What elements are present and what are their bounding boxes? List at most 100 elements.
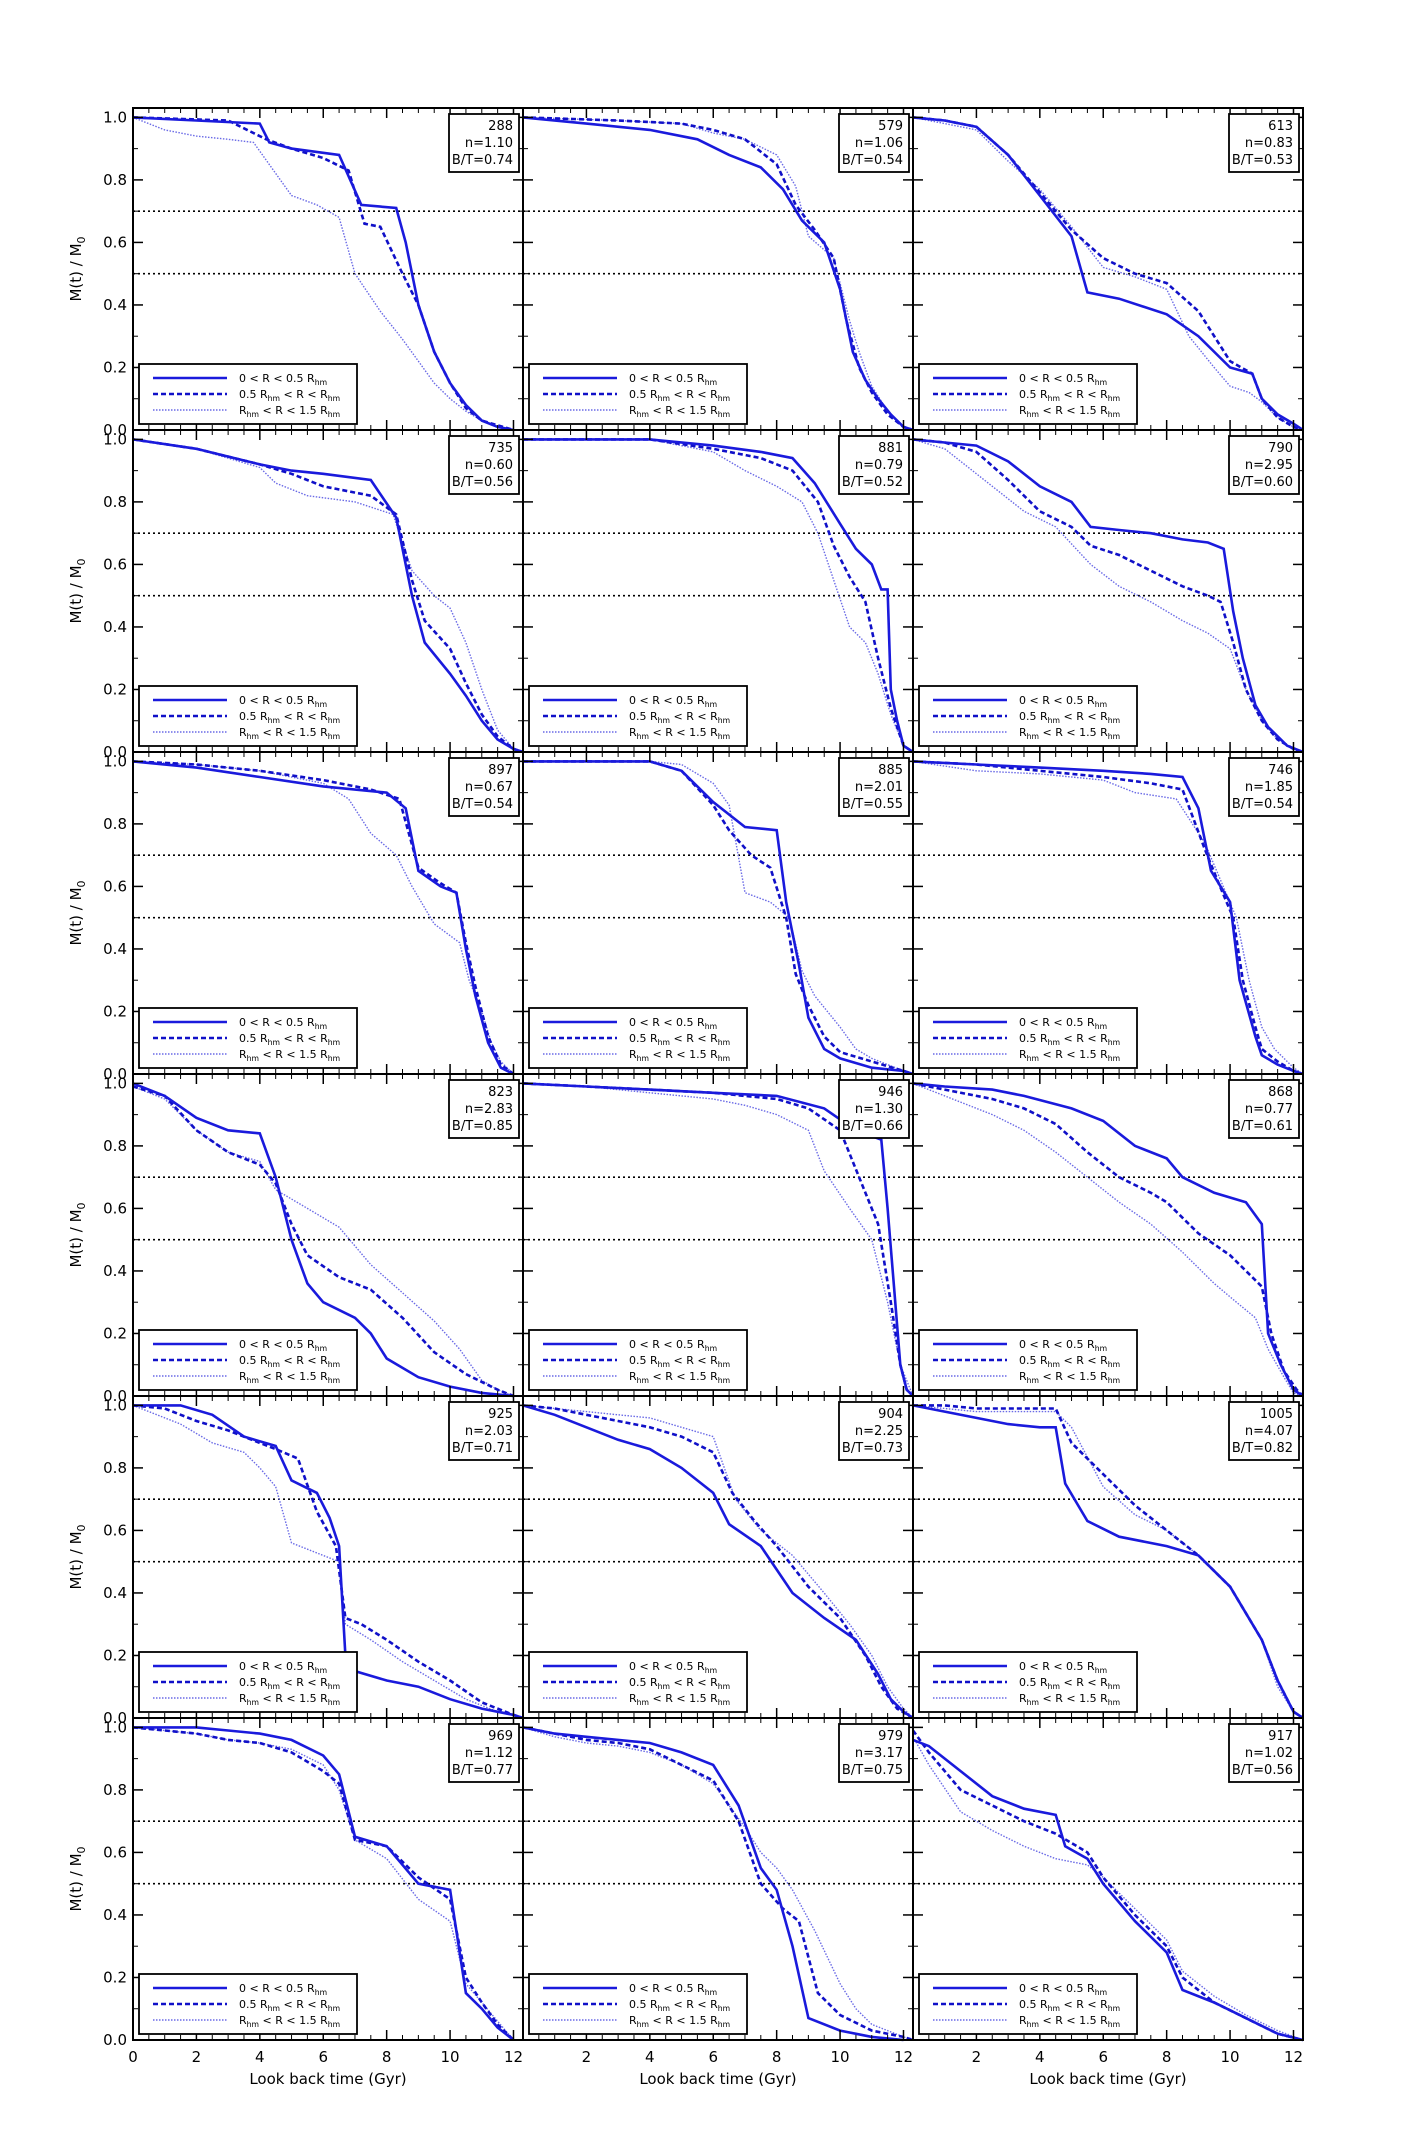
legend-label-part: hm: [1095, 378, 1107, 387]
legend-label-part: < R < R: [1060, 710, 1108, 723]
y-tick-label: 0.0: [103, 1065, 127, 1083]
legend-label-part: 0 < R < 0.5 R: [1019, 1660, 1095, 1673]
legend-label: 0.5 Rhm < R < Rhm: [1019, 1354, 1120, 1369]
legend-label-part: hm: [1108, 2020, 1120, 2029]
y-tick-label: 0.0: [103, 743, 127, 761]
legend-label-part: R: [629, 1048, 637, 1061]
legend-label-part: hm: [718, 1376, 730, 1385]
legend-label: 0 < R < 0.5 Rhm: [629, 1982, 717, 1997]
legend-label-part: hm: [268, 1038, 280, 1047]
y-tick-label: 0.6: [103, 1199, 127, 1217]
legend-label: 0 < R < 0.5 Rhm: [629, 372, 717, 387]
galaxy-id: 904: [878, 1407, 903, 1422]
sersic-index: n=1.06: [855, 136, 903, 151]
legend-label-part: 0 < R < 0.5 R: [1019, 372, 1095, 385]
labels-layer: 0.00.20.40.60.81.0M(t) / M00.00.20.40.60…: [67, 108, 1303, 2088]
bulge-to-total: B/T=0.74: [452, 153, 513, 168]
legend-label-part: 0.5 R: [1019, 1998, 1048, 2011]
legend-label-part: 0 < R < 0.5 R: [239, 1016, 315, 1029]
y-axis-label-part: M(t): [67, 1559, 85, 1590]
galaxy-id: 1005: [1260, 1407, 1293, 1422]
legend-label-part: < R < 1.5 R: [1039, 404, 1108, 417]
series-line-mid: [132, 760, 515, 1076]
legend-label: 0.5 Rhm < R < Rhm: [629, 1032, 730, 1047]
y-tick-label: 0.2: [103, 1324, 127, 1342]
panel-frame: [912, 1717, 1304, 2041]
galaxy-id: 881: [878, 441, 903, 456]
y-tick-label: 1.0: [103, 752, 127, 770]
series-line-inner: [912, 116, 1304, 432]
y-tick-label: 1.0: [103, 1718, 127, 1736]
x-tick-label: 6: [318, 2048, 328, 2066]
x-tick-label: 6: [1098, 2048, 1108, 2066]
legend-label-part: hm: [268, 716, 280, 725]
legend-label-part: < R < R: [280, 388, 328, 401]
legend-label-part: R: [239, 1370, 247, 1383]
x-tick-label: 2: [192, 2048, 202, 2066]
legend-label-part: 0 < R < 0.5 R: [1019, 1338, 1095, 1351]
y-tick-label: 0.4: [103, 1584, 127, 1602]
legend-label-part: 0.5 R: [629, 1676, 658, 1689]
bulge-to-total: B/T=0.56: [452, 475, 513, 490]
legend-label-part: hm: [315, 1988, 327, 1997]
y-axis-label: M(t) / M0: [67, 1524, 88, 1589]
info-box: [838, 113, 910, 173]
y-axis-label-part: /: [67, 900, 85, 915]
legend-label-part: 0.5 R: [1019, 388, 1048, 401]
legend-label-part: hm: [315, 1344, 327, 1353]
legend-box: [918, 1329, 1138, 1391]
legend-box: [918, 1007, 1138, 1069]
legend-label-part: < R < 1.5 R: [649, 1692, 718, 1705]
legend-label: Rhm < R < 1.5 Rhm: [1019, 1692, 1120, 1707]
legend-label-part: hm: [718, 394, 730, 403]
legend-label-part: hm: [1027, 732, 1039, 741]
legend-label: 0.5 Rhm < R < Rhm: [1019, 1998, 1120, 2013]
legend-label: 0.5 Rhm < R < Rhm: [629, 710, 730, 725]
legend-label-part: < R < 1.5 R: [1039, 1692, 1108, 1705]
legend-label-part: 0.5 R: [629, 710, 658, 723]
legend-label: 0 < R < 0.5 Rhm: [629, 694, 717, 709]
legend-box: [528, 685, 748, 747]
series-line-inner: [912, 760, 1304, 1076]
y-axis-label-part: 0: [75, 1846, 88, 1853]
legend-label-part: 0.5 R: [239, 388, 268, 401]
legend-label: Rhm < R < 1.5 Rhm: [239, 1048, 340, 1063]
y-axis-label-part: /: [67, 1866, 85, 1881]
legend-label-part: hm: [1108, 1054, 1120, 1063]
legend-label-part: hm: [718, 1698, 730, 1707]
legend-box: [918, 1651, 1138, 1713]
legend-label: 0 < R < 0.5 Rhm: [239, 1016, 327, 1031]
legend-box: [918, 363, 1138, 425]
legend-label-part: hm: [1048, 716, 1060, 725]
legend-label-part: < R < R: [670, 710, 718, 723]
y-axis-label-part: M: [67, 1531, 85, 1544]
y-tick-label: 0.4: [103, 296, 127, 314]
legend-label-part: R: [239, 1692, 247, 1705]
legend-label: 0 < R < 0.5 Rhm: [239, 1982, 327, 1997]
legend-label: Rhm < R < 1.5 Rhm: [239, 1370, 340, 1385]
series-line-outer: [912, 1082, 1304, 1397]
y-tick-label: 0.8: [103, 493, 127, 511]
legend-label-part: hm: [268, 2004, 280, 2013]
legend-label-part: hm: [658, 1682, 670, 1691]
legend-label-part: 0 < R < 0.5 R: [629, 1016, 705, 1029]
y-axis-label-part: M(t): [67, 915, 85, 946]
legend-label-part: hm: [328, 732, 340, 741]
legend-label-part: 0.5 R: [239, 1354, 268, 1367]
legend-label-part: hm: [315, 1022, 327, 1031]
y-tick-label: 0.8: [103, 1781, 127, 1799]
legend-box: [138, 1329, 358, 1391]
legend-label-part: hm: [705, 1666, 717, 1675]
legend-label-part: hm: [328, 410, 340, 419]
y-tick-label: 0.0: [103, 1709, 127, 1727]
series-line-inner: [133, 1726, 515, 2042]
x-tick-label: 10: [831, 2048, 850, 2066]
y-axis-label-part: 0: [75, 558, 88, 565]
